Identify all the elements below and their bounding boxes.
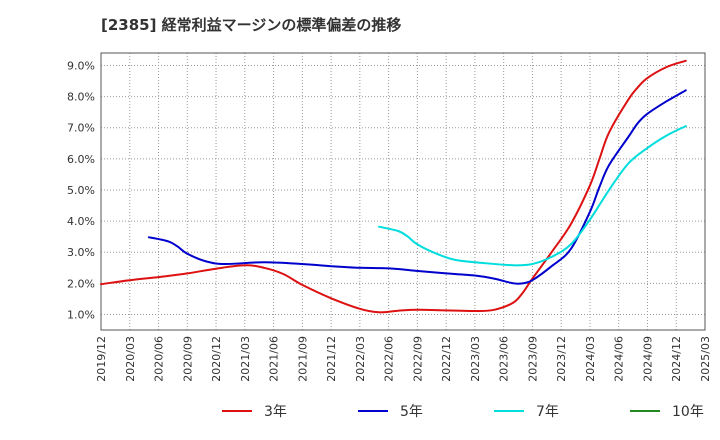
y-tick-label: 7.0% bbox=[67, 122, 95, 135]
x-tick-label: 2023/09 bbox=[526, 336, 539, 382]
x-tick-label: 2023/03 bbox=[469, 336, 482, 382]
legend-label-1: 3年 bbox=[264, 404, 287, 420]
legend: 3年 5年 7年 10年 bbox=[222, 404, 704, 420]
x-tick-label: 2023/06 bbox=[498, 336, 511, 382]
plot-frame bbox=[100, 52, 706, 331]
x-tick-label: 2022/09 bbox=[411, 336, 424, 382]
y-tick-label: 2.0% bbox=[67, 277, 95, 290]
x-tick-label: 2023/12 bbox=[555, 336, 568, 382]
x-tick-label: 2020/03 bbox=[124, 336, 137, 382]
series-line-1 bbox=[100, 59, 687, 314]
series-line-2 bbox=[147, 89, 687, 285]
x-tick-label: 2024/09 bbox=[641, 336, 654, 382]
x-tick-label: 2024/06 bbox=[613, 336, 626, 382]
legend-label-3: 7年 bbox=[536, 404, 559, 420]
grid-layer bbox=[101, 53, 705, 330]
y-tick-label: 5.0% bbox=[67, 184, 95, 197]
x-tick-label: 2025/03 bbox=[699, 336, 712, 382]
x-axis-ticks: 2019/12 2020/03 2020/06 2020/09 2020/12 2021/… bbox=[95, 336, 712, 382]
x-tick-label: 2022/06 bbox=[383, 336, 396, 382]
series-layer bbox=[100, 59, 687, 314]
series-line-3 bbox=[378, 125, 687, 267]
y-tick-label: 9.0% bbox=[67, 59, 95, 72]
x-tick-label: 2020/06 bbox=[153, 336, 166, 382]
y-tick-label: 4.0% bbox=[67, 215, 95, 228]
x-tick-label: 2019/12 bbox=[95, 336, 108, 382]
legend-label-2: 5年 bbox=[400, 404, 423, 420]
x-tick-label: 2024/03 bbox=[584, 336, 597, 382]
x-tick-label: 2022/03 bbox=[354, 336, 367, 382]
legend-label-4: 10年 bbox=[672, 404, 704, 420]
x-tick-label: 2020/12 bbox=[210, 336, 223, 382]
x-tick-label: 2021/12 bbox=[325, 336, 338, 382]
y-axis-ticks: 1.0% 2.0% 3.0% 4.0% 5.0% 6.0% 7.0% 8.0% 9.0% bbox=[67, 59, 95, 321]
y-tick-label: 1.0% bbox=[67, 308, 95, 321]
x-tick-label: 2022/12 bbox=[440, 336, 453, 382]
x-tick-label: 2024/12 bbox=[670, 336, 683, 382]
y-tick-label: 8.0% bbox=[67, 91, 95, 104]
y-tick-label: 6.0% bbox=[67, 153, 95, 166]
y-tick-label: 3.0% bbox=[67, 246, 95, 259]
x-tick-label: 2021/03 bbox=[239, 336, 252, 382]
x-tick-label: 2020/09 bbox=[181, 336, 194, 382]
chart-title: [2385] 経常利益マージンの標準偏差の推移 bbox=[101, 16, 402, 34]
x-tick-label: 2021/06 bbox=[268, 336, 281, 382]
x-tick-label: 2021/09 bbox=[296, 336, 309, 382]
